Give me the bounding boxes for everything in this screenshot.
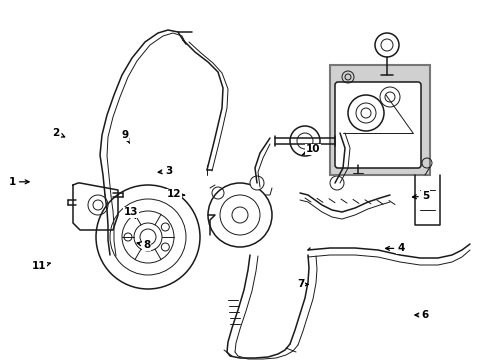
Text: 9: 9 bbox=[121, 130, 129, 143]
Text: 3: 3 bbox=[158, 166, 172, 176]
Circle shape bbox=[329, 176, 343, 190]
FancyBboxPatch shape bbox=[334, 82, 420, 168]
Text: 1: 1 bbox=[9, 177, 29, 187]
Text: 6: 6 bbox=[414, 310, 428, 320]
Text: 7: 7 bbox=[296, 279, 307, 289]
Text: 5: 5 bbox=[412, 191, 428, 201]
Bar bbox=[329, 65, 429, 175]
Text: 2: 2 bbox=[53, 128, 64, 138]
Text: 12: 12 bbox=[166, 189, 184, 199]
Circle shape bbox=[249, 176, 264, 190]
Text: 13: 13 bbox=[123, 207, 138, 218]
Text: 11: 11 bbox=[32, 261, 50, 271]
Text: 4: 4 bbox=[385, 243, 404, 253]
Text: 10: 10 bbox=[302, 144, 320, 155]
Text: 8: 8 bbox=[137, 240, 150, 250]
